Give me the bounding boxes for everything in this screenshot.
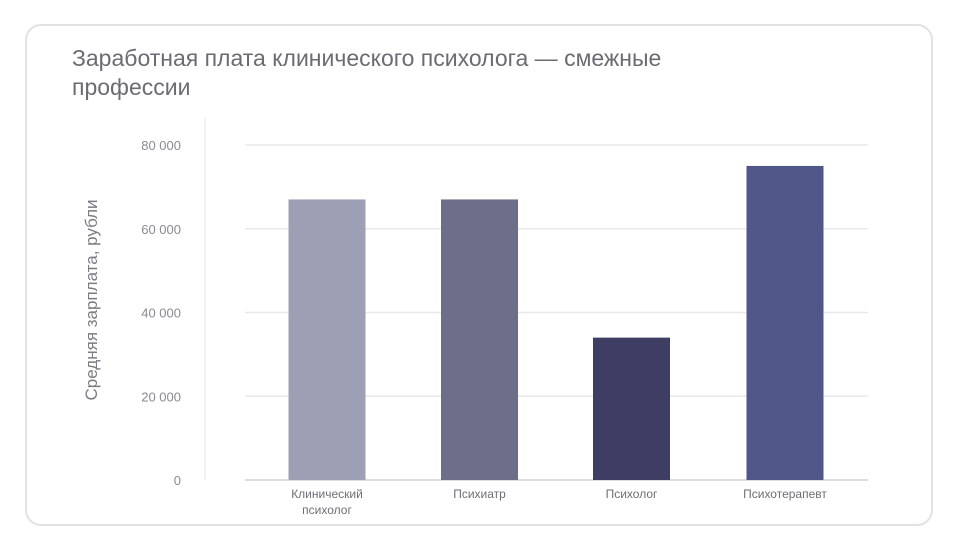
x-tick-label: психолог: [302, 503, 352, 517]
y-tick-label: 60 000: [141, 222, 181, 237]
y-tick-label: 40 000: [141, 306, 181, 321]
chart-title: Заработная плата клинического психолога …: [72, 45, 662, 100]
y-tick-label: 20 000: [141, 389, 181, 404]
x-tick-label: Психотерапевт: [743, 487, 827, 501]
x-tick-label: Клинический: [291, 487, 363, 501]
y-tick-label: 0: [174, 473, 181, 488]
x-tick-label: Психолог: [606, 487, 658, 501]
bar: [593, 337, 670, 480]
bar: [288, 199, 366, 480]
bar: [441, 199, 518, 480]
y-tick-label: 80 000: [141, 138, 181, 153]
x-tick-label: Психиатр: [453, 487, 506, 501]
chart-card: [25, 24, 933, 526]
bar: [746, 165, 824, 480]
